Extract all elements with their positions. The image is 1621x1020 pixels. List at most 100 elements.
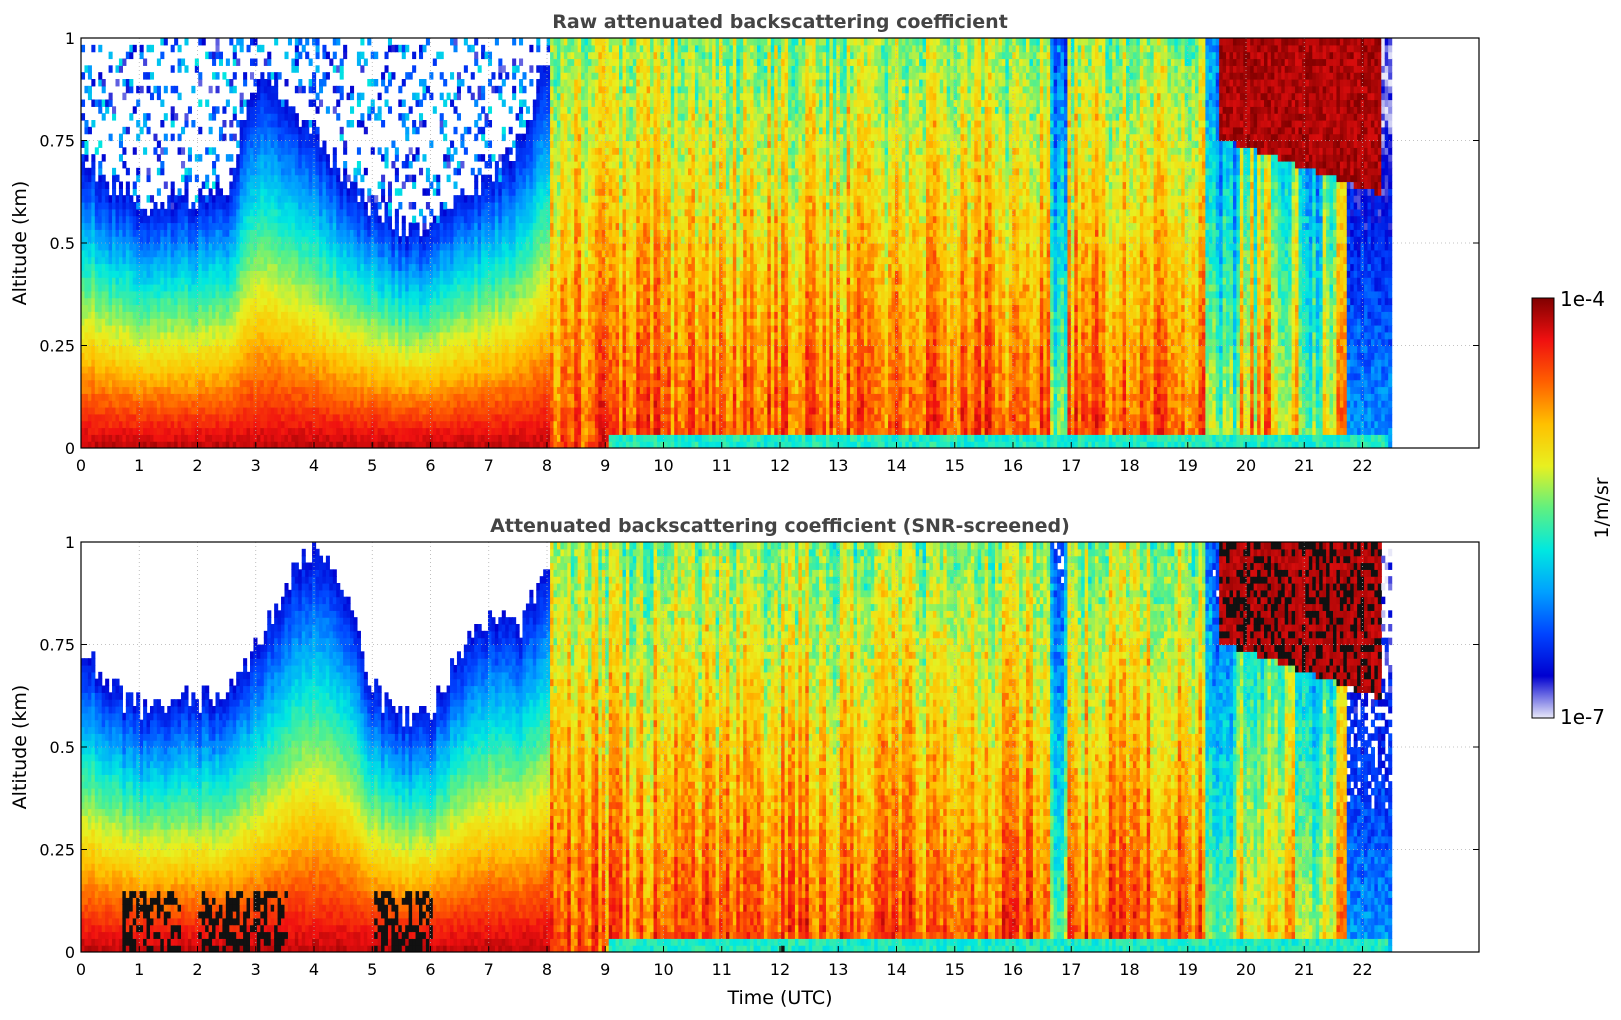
heatmap-cell (226, 380, 230, 387)
heatmap-cell (212, 236, 216, 243)
figure: Raw attenuated backscattering coefficien… (0, 0, 1621, 1020)
heatmap-cell (212, 52, 216, 59)
heatmap-cell (95, 380, 99, 387)
heatmap-cell (198, 229, 202, 236)
heatmap-cell (95, 188, 99, 195)
heatmap-cell (205, 257, 209, 264)
heatmap-cell (188, 147, 192, 154)
heatmap-cell (191, 236, 195, 243)
heatmap-cell (126, 380, 130, 387)
heatmap-cell (216, 52, 220, 59)
heatmap-cell (222, 243, 226, 250)
heatmap-cell (122, 202, 126, 209)
heatmap-cell (119, 305, 123, 312)
heatmap-cell (226, 311, 230, 318)
heatmap-cell (136, 380, 140, 387)
heatmap-cell (81, 421, 85, 428)
heatmap-cell (112, 346, 116, 353)
heatmap-cell (122, 284, 126, 291)
heatmap-cell (150, 421, 154, 428)
heatmap-cell (81, 141, 85, 148)
heatmap-cell (129, 52, 133, 59)
heatmap-cell (174, 346, 178, 353)
heatmap-cell (126, 195, 130, 202)
heatmap-cell (233, 223, 237, 230)
heatmap-cell (115, 291, 119, 298)
heatmap-cell (102, 434, 106, 441)
heatmap-cell (188, 209, 192, 216)
heatmap-cell (109, 346, 113, 353)
heatmap-cell (157, 86, 161, 93)
heatmap-cell (195, 264, 199, 271)
heatmap-cell (147, 434, 151, 441)
heatmap-cell (95, 366, 99, 373)
heatmap-cell (81, 264, 85, 271)
heatmap-cell (216, 414, 220, 421)
heatmap-cell (178, 332, 182, 339)
heatmap-cell (191, 277, 195, 284)
heatmap-cell (188, 414, 192, 421)
heatmap-cell (212, 339, 216, 346)
heatmap-cell (102, 229, 106, 236)
heatmap-cell (88, 434, 92, 441)
heatmap-cell (122, 318, 126, 325)
heatmap-cell (81, 346, 85, 353)
heatmap-cell (84, 305, 88, 312)
heatmap-cell (195, 393, 199, 400)
heatmap-cell (216, 243, 220, 250)
heatmap-cell (188, 393, 192, 400)
heatmap-cell (195, 223, 199, 230)
heatmap-cell (112, 216, 116, 223)
heatmap-cell (115, 421, 119, 428)
heatmap-column (84, 65, 88, 448)
heatmap-cell (119, 414, 123, 421)
heatmap-cell (216, 407, 220, 414)
heatmap-cell (212, 113, 216, 120)
heatmap-cell (122, 387, 126, 394)
heatmap-cell (164, 387, 168, 394)
heatmap-cell (105, 359, 109, 366)
heatmap-cell (160, 291, 164, 298)
heatmap-cell (171, 332, 175, 339)
heatmap-cell (95, 264, 99, 271)
heatmap-cell (219, 400, 223, 407)
heatmap-cell (122, 264, 126, 271)
heatmap-cell (188, 250, 192, 257)
heatmap-cell (115, 414, 119, 421)
heatmap-cell (195, 284, 199, 291)
heatmap-cell (147, 45, 151, 52)
heatmap-cell (219, 250, 223, 257)
heatmap-cell (140, 229, 144, 236)
heatmap-cell (95, 236, 99, 243)
heatmap-cell (105, 250, 109, 257)
heatmap-cell (233, 366, 237, 373)
heatmap-cell (216, 209, 220, 216)
heatmap-cell (95, 428, 99, 435)
heatmap-cell (233, 72, 237, 79)
heatmap-cell (84, 325, 88, 332)
heatmap-cell (226, 79, 230, 86)
heatmap-cell (115, 264, 119, 271)
heatmap-cell (216, 202, 220, 209)
heatmap-cell (209, 86, 213, 93)
heatmap-cell (136, 100, 140, 107)
heatmap-cell (226, 250, 230, 257)
heatmap-cell (164, 134, 168, 141)
heatmap-cell (226, 428, 230, 435)
heatmap-cell (115, 284, 119, 291)
heatmap-cell (140, 284, 144, 291)
heatmap-cell (81, 154, 85, 161)
heatmap-cell (140, 127, 144, 134)
heatmap-cell (188, 380, 192, 387)
heatmap-cell (212, 106, 216, 113)
heatmap-cell (212, 223, 216, 230)
heatmap-cell (171, 195, 175, 202)
heatmap-cell (95, 407, 99, 414)
heatmap-cell (205, 311, 209, 318)
heatmap-cell (84, 400, 88, 407)
heatmap-cell (88, 380, 92, 387)
heatmap-cell (233, 106, 237, 113)
heatmap-cell (153, 373, 157, 380)
heatmap-cell (184, 243, 188, 250)
heatmap-cell (198, 352, 202, 359)
